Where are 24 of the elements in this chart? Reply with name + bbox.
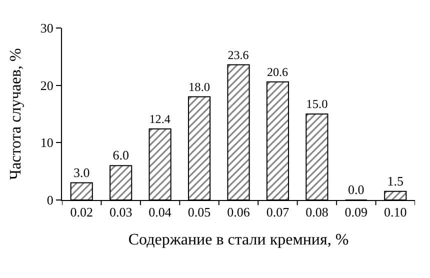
- x-tick-label: 0.07: [266, 204, 290, 220]
- x-tick-label: 0.10: [384, 204, 407, 220]
- x-tick-label: 0.08: [306, 204, 328, 220]
- x-tick-label: 0.04: [148, 204, 172, 220]
- y-tick-label: 0: [46, 192, 54, 208]
- x-tick-label: 0.03: [109, 204, 132, 220]
- x-tick-label: 0.02: [70, 204, 93, 220]
- y-tick-label: 20: [40, 78, 54, 93]
- data-label: 23.6: [228, 48, 249, 62]
- data-label: 1.5: [387, 173, 404, 188]
- data-label: 6.0: [112, 148, 129, 163]
- y-tick-label: 10: [40, 135, 54, 150]
- x-tick-label: 0.06: [227, 204, 250, 220]
- data-label: 3.0: [73, 164, 90, 180]
- y-axis-title: Частота случаев, %: [7, 48, 24, 180]
- data-label: 15.0: [306, 97, 328, 112]
- x-axis-title: Содержание в стали кремния, %: [128, 231, 349, 248]
- y-tick-label: 30: [40, 20, 54, 36]
- data-label: 20.6: [266, 65, 288, 80]
- data-label: 0.0: [348, 182, 364, 197]
- data-label: 18.0: [188, 80, 210, 94]
- data-label: 12.4: [149, 112, 170, 126]
- x-tick-label: 0.09: [344, 204, 368, 220]
- x-tick-label: 0.05: [188, 204, 211, 220]
